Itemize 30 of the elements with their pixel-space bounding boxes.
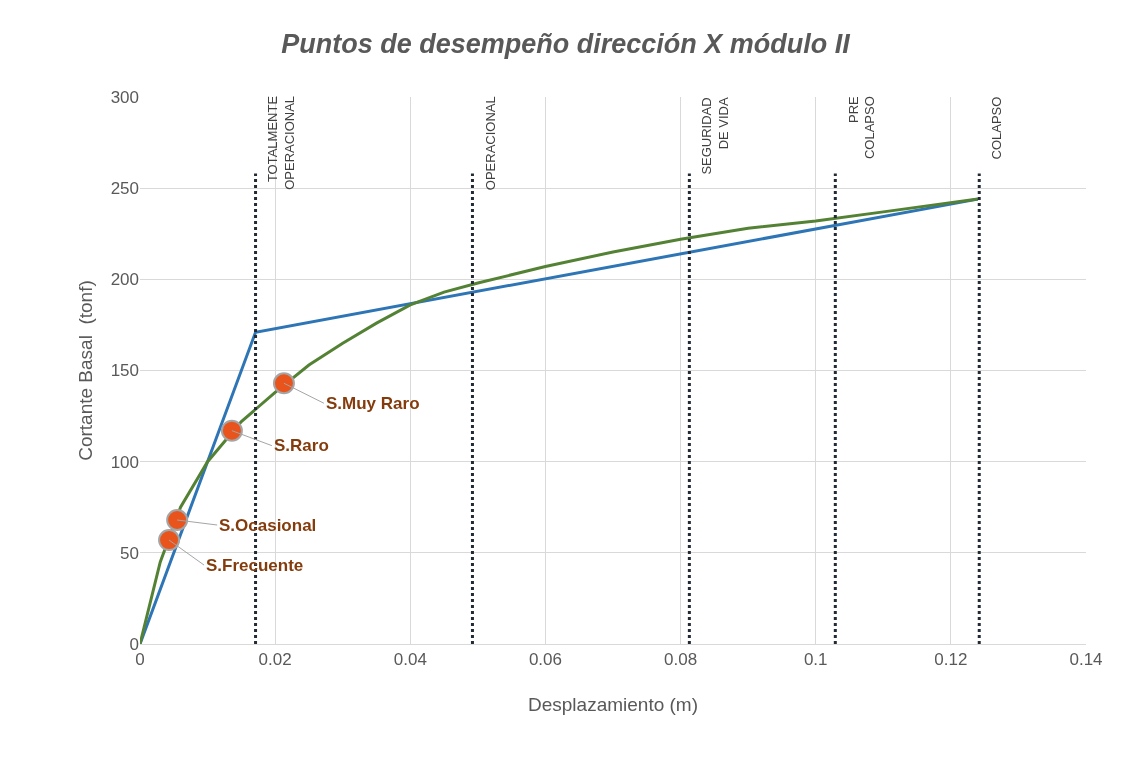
annotation: S.Muy Raro — [326, 394, 420, 413]
ref-line-label: SEGURIDAD DE VIDA — [699, 97, 731, 175]
annotation: S.Frecuente — [206, 556, 304, 575]
x-tick-label: 0.08 — [664, 650, 698, 670]
y-tick-label: 250 — [110, 179, 139, 199]
x-tick-label: 0.12 — [934, 650, 968, 670]
x-tick-label: 0.14 — [1069, 650, 1103, 670]
x-axis-title: Desplazamiento (m) — [528, 694, 698, 715]
point — [166, 509, 189, 531]
x-tick-label: 0.02 — [258, 650, 292, 670]
y-tick-label: 150 — [110, 361, 139, 381]
ref-line-label: OPERACIONAL — [482, 96, 498, 191]
x-tick-label: 0.04 — [393, 650, 427, 670]
point — [272, 372, 295, 395]
point — [220, 419, 243, 442]
y-tick-label: 50 — [120, 543, 139, 563]
y-tick-label: 200 — [110, 270, 139, 290]
ref-line-label: PRE COLAPSO — [845, 95, 878, 160]
chart-title: Puntos de desempeño dirección X módulo II — [281, 29, 851, 60]
ref-line-label: COLAPSO — [988, 96, 1004, 160]
y-axis-title: Cortante Basal (tonf) — [75, 280, 96, 461]
point — [158, 529, 181, 552]
x-tick-label: 0.1 — [803, 650, 828, 670]
y-tick-label: 100 — [110, 452, 139, 472]
x-tick-label: 0.06 — [528, 650, 562, 670]
y-tick-label: 300 — [110, 87, 139, 107]
annotation: S.Ocasional — [219, 516, 317, 535]
annotation: S.Raro — [274, 436, 329, 455]
y-tick-label: 0 — [129, 634, 139, 654]
ref-line-label: TOTALMENTE OPERACIONAL — [265, 95, 298, 190]
